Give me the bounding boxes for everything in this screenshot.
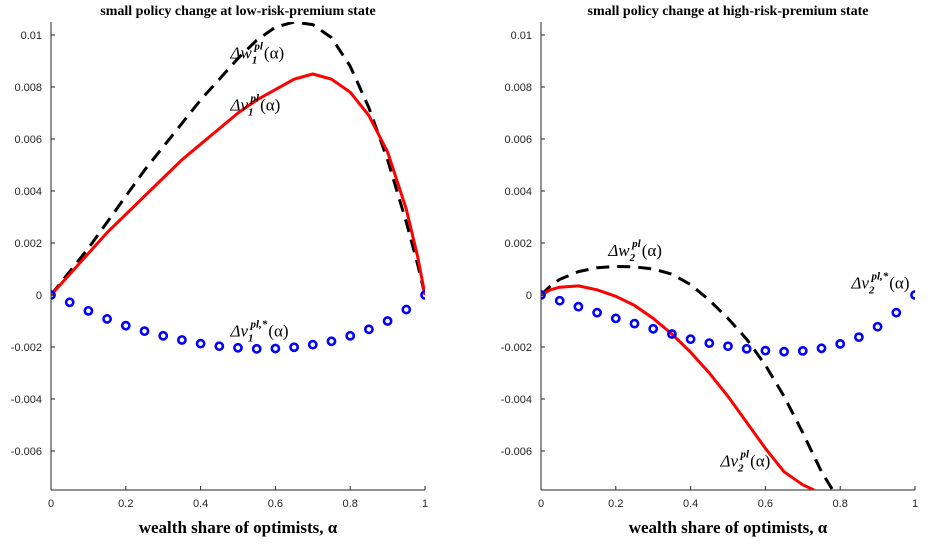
left-marker--v1pl- (401, 304, 412, 315)
left-line--w1pl- (51, 22, 425, 296)
left-marker--v1pl- (307, 339, 318, 350)
left-y-tick-label: -0.004 (11, 394, 42, 406)
right-panel: small policy change at high-risk-premium… (501, 4, 918, 537)
right-x-tick-label: 0.6 (758, 498, 773, 510)
left-panel: small policy change at low-risk-premium … (11, 4, 428, 537)
left-series-annotation: Δw1pl(α) (230, 40, 285, 66)
right-marker--v2pl- (592, 307, 602, 318)
right-marker--v2pl- (573, 301, 584, 312)
left-marker--v1pl- (120, 320, 131, 331)
right-line--w2pl- (541, 264, 834, 490)
left-series-annotation: Δv1pl(α) (230, 92, 281, 118)
right-marker--v2pl- (723, 341, 733, 352)
left-y-tick-label: -0.002 (11, 342, 42, 354)
right-y-tick-label: 0.008 (504, 82, 532, 94)
left-x-tick-label: 0.6 (268, 498, 283, 510)
right-series-annotation: Δv2pl(α) (720, 449, 771, 475)
left-marker--v1pl- (326, 336, 337, 347)
right-x-tick-label: 0.2 (608, 498, 623, 510)
right-x-axis-label: wealth share of optimists, α (629, 518, 828, 537)
left-y-tick-label: 0.002 (14, 238, 42, 250)
left-marker--v1pl- (270, 343, 281, 354)
left-annotations: Δw1pl(α) Δv1pl(α) Δv1pl,*(α) (230, 40, 289, 344)
right-x-tick-label: 0.4 (683, 498, 698, 510)
right-y-tick-label: -0.004 (501, 394, 532, 406)
right-ticks: 0 0.2 0.4 0.6 0.8 1 -0.006 -0.004 -0.002 0 0.002 0.… (501, 30, 918, 510)
right-marker--v2pl- (816, 343, 827, 354)
right-y-tick-label: -0.006 (501, 446, 532, 458)
right-series-group (541, 264, 915, 490)
left-plot-area (51, 22, 425, 490)
left-y-tick-label: 0 (36, 290, 42, 302)
left-line--v1pl- (51, 72, 425, 297)
right-marker--v2pl- (910, 290, 915, 300)
right-chart-title: small policy change at high-risk-premium… (588, 4, 869, 19)
right-marker--v2pl- (741, 343, 752, 354)
right-marker--v2pl- (797, 345, 808, 356)
right-marker--v2pl- (610, 313, 621, 324)
left-marker--v1pl- (251, 343, 262, 354)
left-series-annotation: Δv1pl,*(α) (230, 319, 289, 345)
left-chart-title: small policy change at low-risk-premium … (100, 4, 375, 19)
right-y-tick-label: 0.002 (504, 238, 532, 250)
left-x-tick-label: 0.4 (193, 498, 208, 510)
right-y-tick-label: 0.004 (504, 186, 532, 198)
left-marker--v1pl- (195, 338, 206, 349)
right-y-tick-label: 0 (526, 290, 532, 302)
right-marker--v2pl- (629, 318, 640, 329)
left-series-group (51, 22, 425, 354)
right-x-tick-label: 0.8 (833, 498, 848, 510)
right-marker--v2pl- (779, 346, 789, 357)
right-y-tick-label: -0.002 (501, 342, 532, 354)
left-marker--v1pl- (83, 305, 94, 316)
right-marker--v2pl- (554, 295, 565, 306)
left-x-tick-label: 1 (422, 498, 428, 510)
right-series-annotation: Δv2pl,*(α) (850, 271, 909, 297)
right-marker--v2pl- (891, 307, 902, 318)
right-series-annotation: Δw2pl(α) (607, 238, 662, 264)
left-marker--v1pl- (158, 330, 169, 341)
right-marker--v2pl- (760, 345, 771, 356)
left-y-tick-label: 0.006 (14, 134, 42, 146)
right-x-tick-label: 0 (538, 498, 544, 510)
left-marker--v1pl- (214, 341, 225, 352)
right-marker--v2pl- (854, 332, 864, 343)
left-x-tick-label: 0 (48, 498, 54, 510)
left-y-tick-label: 0.01 (21, 30, 42, 42)
right-line--v2pl- (541, 284, 815, 490)
right-marker--v2pl- (648, 323, 659, 334)
left-y-tick-label: 0.008 (14, 82, 42, 94)
right-annotations: Δw2pl(α) Δv2pl,*(α) Δv2pl(α) (607, 238, 909, 475)
left-x-axis-label: wealth share of optimists, α (139, 518, 338, 537)
right-marker--v2pl- (685, 334, 696, 345)
left-y-tick-label: -0.006 (11, 446, 42, 458)
left-marker--v1pl- (176, 335, 187, 345)
left-marker--v1pl- (233, 342, 243, 353)
left-marker--v1pl- (139, 326, 150, 337)
right-y-tick-label: 0.01 (511, 30, 532, 42)
right-marker--v2pl- (704, 338, 715, 348)
left-y-tick-label: 0.004 (14, 186, 42, 198)
left-marker--v1pl- (102, 314, 112, 324)
left-x-tick-label: 0.2 (118, 498, 133, 510)
left-marker--v1pl- (289, 342, 299, 353)
left-marker--v1pl- (420, 290, 425, 300)
right-marker--v2pl- (872, 321, 883, 332)
right-plot-area (541, 22, 915, 490)
left-marker--v1pl- (363, 324, 374, 335)
left-marker--v1pl- (64, 297, 75, 308)
left-marker--v1pl- (382, 316, 393, 326)
right-y-tick-label: 0.006 (504, 134, 532, 146)
right-marker--v2pl- (835, 338, 846, 349)
left-ticks: 0 0.2 0.4 0.6 0.8 1 -0.006 -0.004 -0.002 0 0.002 0.… (11, 30, 428, 510)
right-x-tick-label: 1 (912, 498, 918, 510)
right-marker--v2pl- (667, 329, 677, 339)
left-marker--v1pl- (345, 330, 356, 341)
left-x-tick-label: 0.8 (343, 498, 358, 510)
